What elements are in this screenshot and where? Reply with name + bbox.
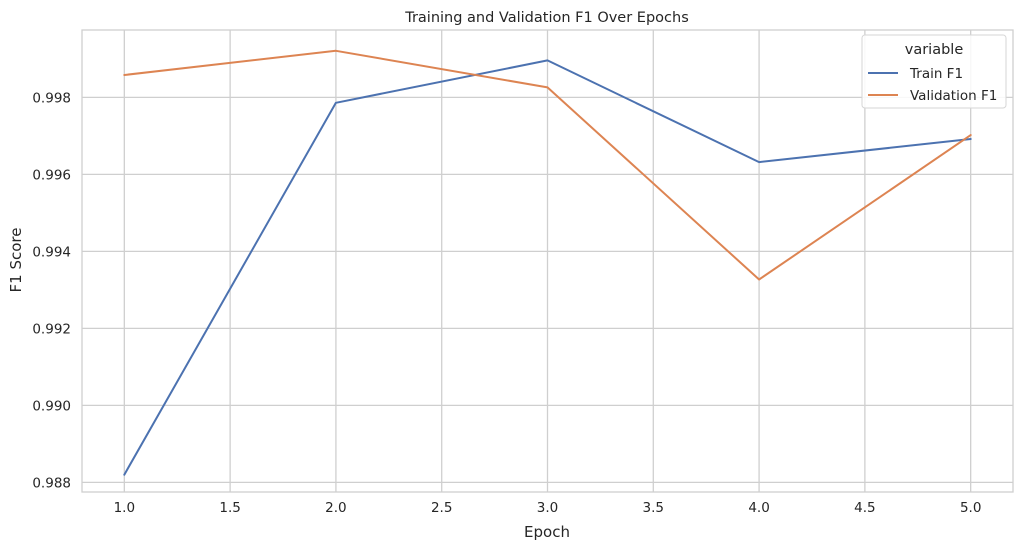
legend-label-train-f1: Train F1	[909, 66, 963, 82]
x-tick-label: 4.0	[748, 500, 769, 516]
y-tick-label: 0.990	[32, 398, 71, 414]
x-tick-label: 3.5	[643, 500, 664, 516]
y-axis-label: F1 Score	[7, 228, 25, 293]
series-line-validation-f1	[123, 49, 972, 281]
y-tick-label: 0.996	[32, 167, 71, 183]
grid-layer	[82, 30, 1013, 492]
series-line-train-f1	[123, 59, 972, 476]
legend-box	[861, 34, 1007, 109]
y-tick-label: 0.998	[32, 90, 71, 106]
y-tick-label: 0.988	[32, 475, 71, 491]
x-tick-label: 3.0	[537, 500, 558, 516]
legend-title: variable	[905, 42, 964, 58]
x-tick-label: 4.5	[854, 500, 875, 516]
x-tick-label: 2.5	[431, 500, 452, 516]
series-layer	[123, 49, 972, 476]
y-tick-label: 0.994	[32, 244, 71, 260]
x-tick-label: 1.5	[219, 500, 240, 516]
x-tick-label: 5.0	[960, 500, 981, 516]
plot-frame	[81, 29, 1014, 493]
x-axis-label: Epoch	[524, 523, 570, 541]
chart-title: Training and Validation F1 Over Epochs	[404, 10, 689, 26]
x-tick-label: 2.0	[325, 500, 346, 516]
legend: variable Train F1 Validation F1	[861, 34, 1007, 109]
y-tick-label: 0.992	[32, 321, 71, 337]
tick-layer: 1.0 1.5 2.0 2.5 3.0 3.5 4.0 4.5 5.0 0.988 0.990 0.9…	[32, 90, 981, 516]
legend-label-validation-f1: Validation F1	[910, 88, 997, 104]
x-tick-label: 1.0	[114, 500, 135, 516]
